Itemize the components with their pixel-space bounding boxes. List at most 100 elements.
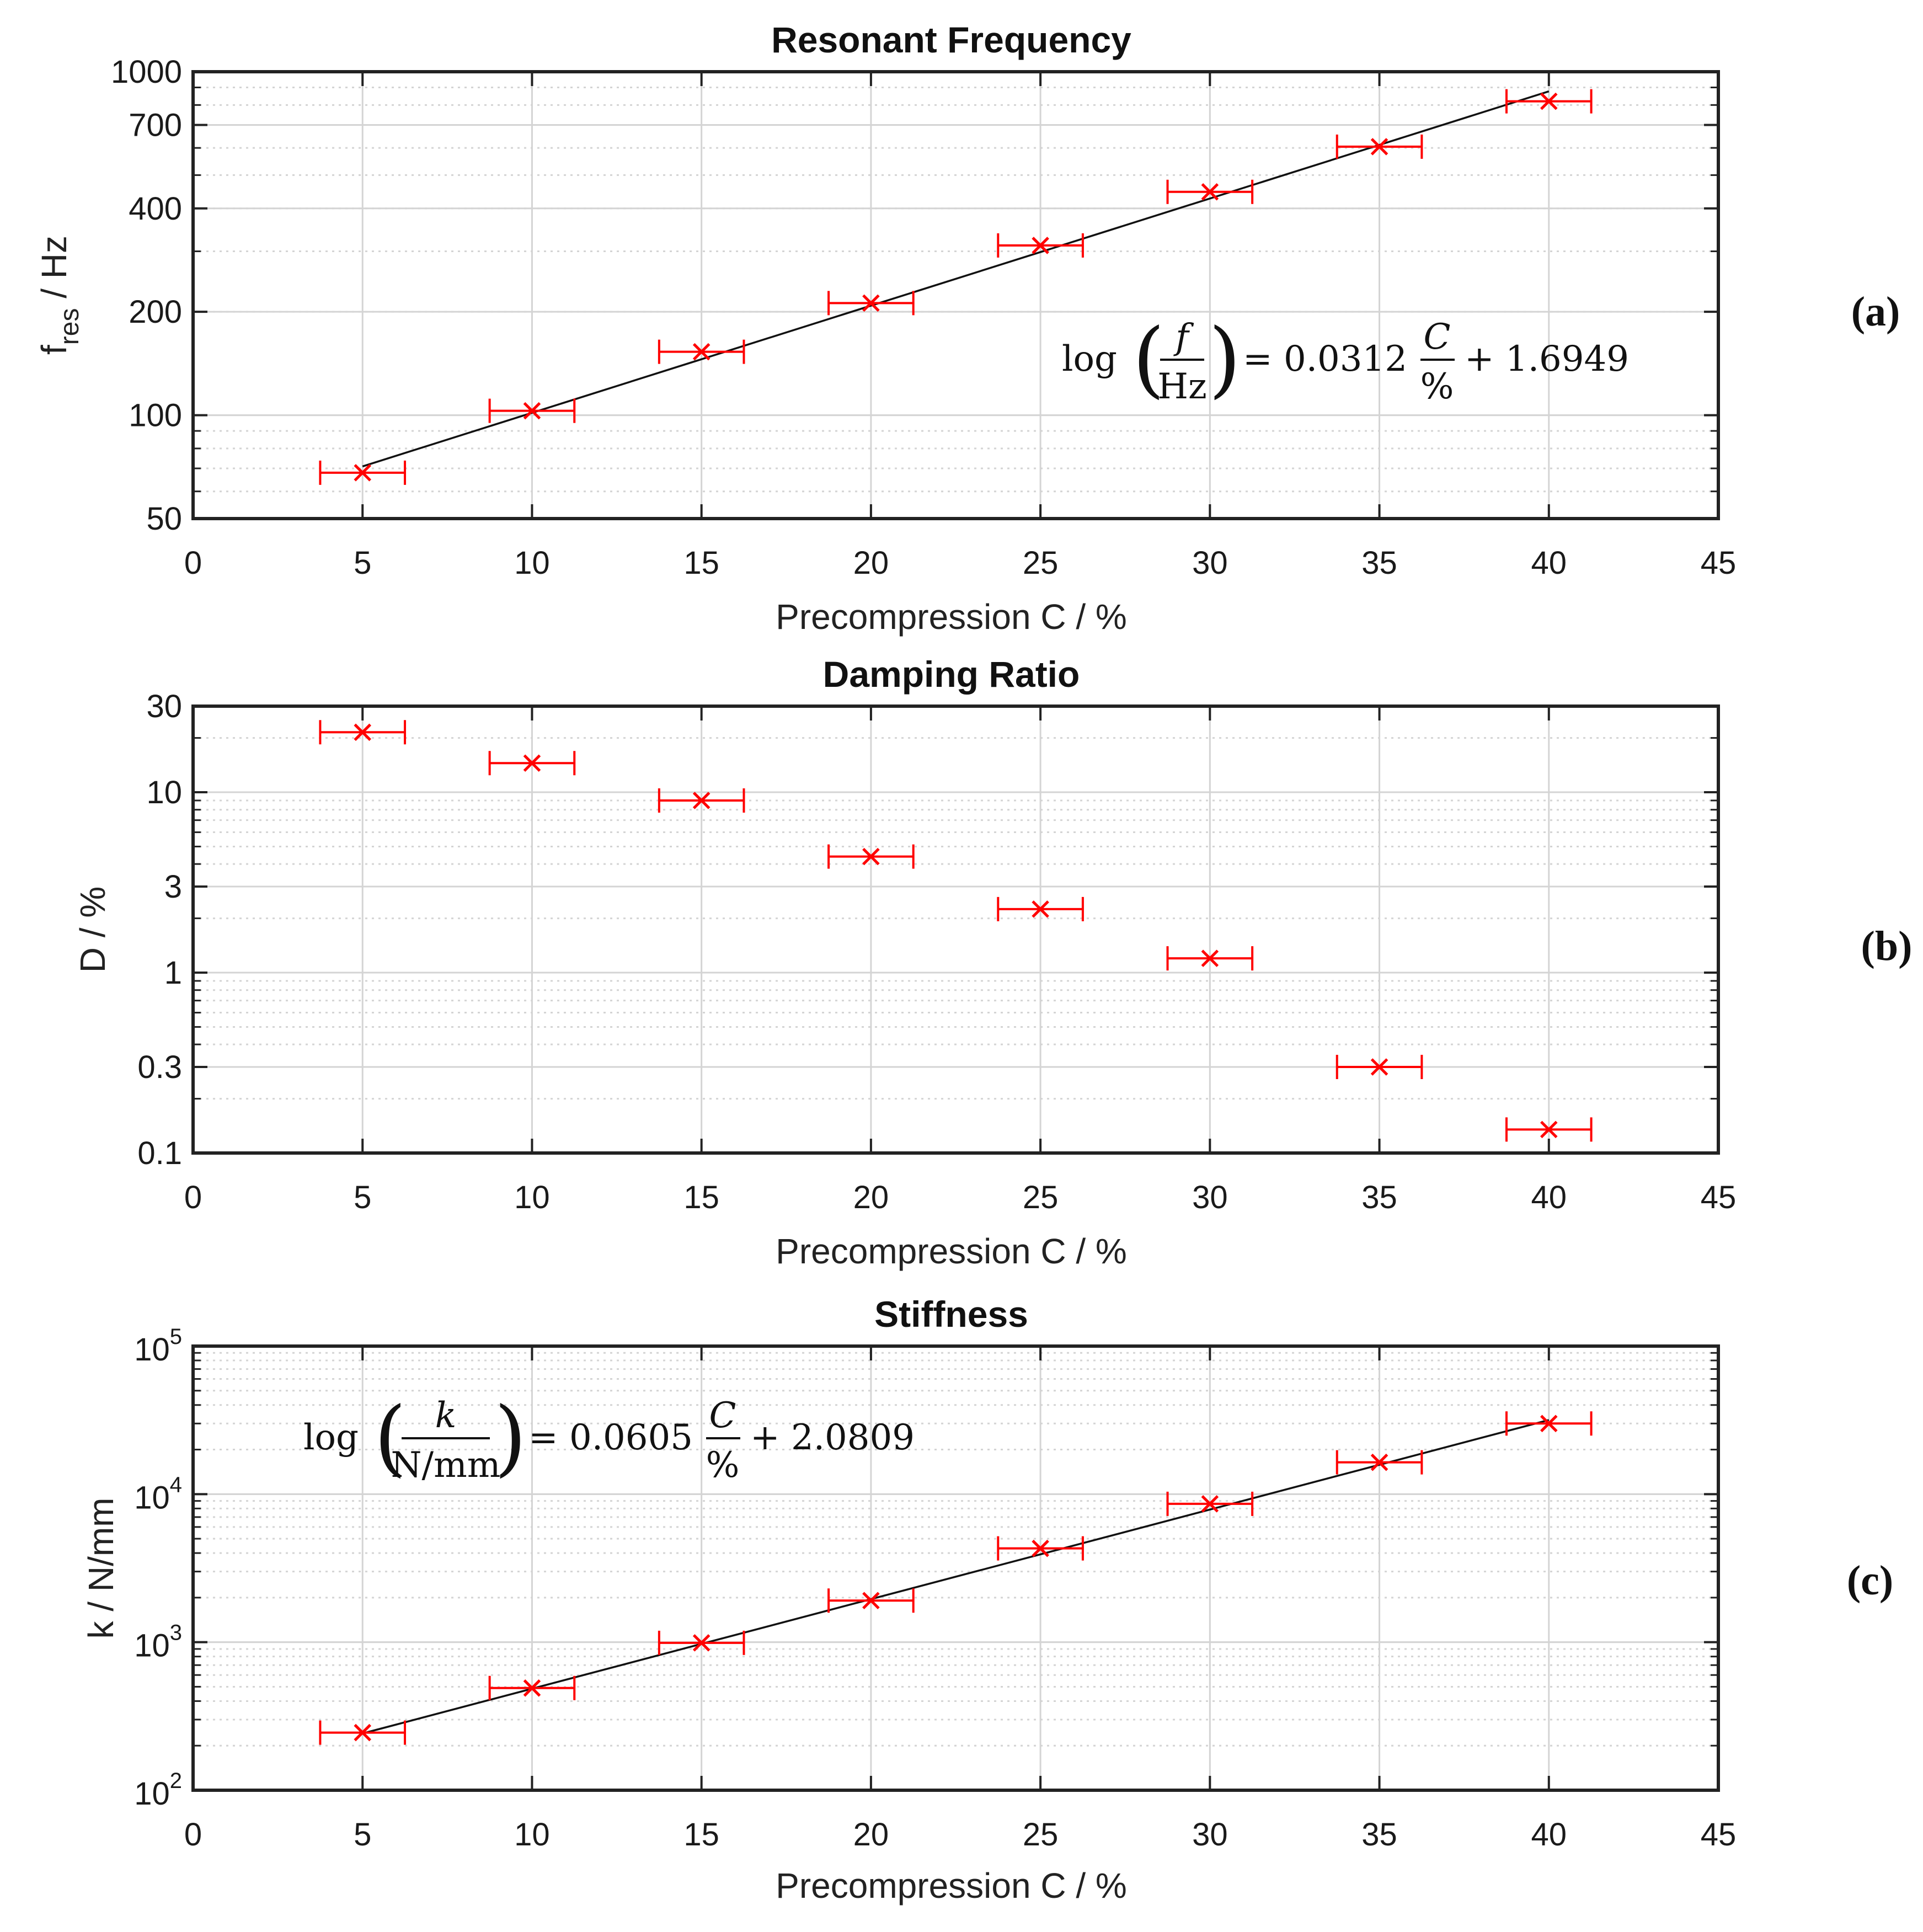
- y-tick-label: 1000: [111, 54, 182, 90]
- data-points: [319, 89, 1593, 485]
- panel-b: 0 5 10 15 20 25 30 35 40 45 0.1 0.3 1 3 10 30 Damping Ra…: [73, 654, 1912, 1271]
- data-point: [319, 1720, 407, 1745]
- data-point: [1336, 1054, 1423, 1079]
- y-tick-label: 30: [146, 689, 182, 724]
- y-label-main: f: [34, 345, 74, 355]
- y-tick-label: 0.1: [137, 1135, 182, 1171]
- marker-x: [1540, 1415, 1558, 1433]
- equation-part: + 2.0809: [750, 1417, 915, 1458]
- y-tick-label: 50: [146, 501, 182, 537]
- y-tick-exp: 5: [170, 1325, 182, 1349]
- x-tick-label: 25: [1023, 1180, 1059, 1215]
- marker-x: [523, 1679, 541, 1697]
- marker-x: [523, 754, 541, 772]
- x-tick-label: 5: [354, 545, 371, 581]
- equation-paren: ): [494, 1390, 527, 1486]
- data-points: [319, 720, 1593, 1142]
- y-axis-label: k / N/mm: [81, 1498, 121, 1639]
- marker-x: [692, 792, 711, 809]
- data-points: [319, 1411, 1593, 1745]
- fit-line: [362, 1419, 1550, 1734]
- x-tick-label: 45: [1701, 1180, 1737, 1215]
- chart-title: Resonant Frequency: [771, 19, 1131, 60]
- x-axis-label: Precompression C / %: [776, 597, 1127, 637]
- y-tick-label: 103: [134, 1621, 182, 1664]
- x-tick-label: 10: [514, 1817, 550, 1853]
- equation-paren: (: [1133, 311, 1165, 407]
- y-tick-label: 3: [164, 869, 182, 905]
- marker-x: [692, 343, 711, 361]
- data-point: [658, 788, 745, 813]
- equation-part: log: [1062, 339, 1117, 380]
- x-tick-label: 30: [1192, 545, 1228, 581]
- marker-x: [1370, 138, 1388, 156]
- data-point: [827, 1588, 915, 1613]
- y-tick-base: 10: [134, 1776, 170, 1812]
- equation-part: + 1.6949: [1465, 339, 1629, 380]
- y-axis-label: D / %: [73, 887, 113, 973]
- y-tick-exp: 4: [170, 1472, 182, 1497]
- x-tick-label: 5: [354, 1180, 371, 1215]
- x-tick-label: 40: [1531, 1817, 1567, 1853]
- equation-part: k: [435, 1395, 457, 1436]
- data-point: [319, 460, 407, 485]
- data-point: [1505, 1117, 1593, 1142]
- data-point: [1505, 89, 1593, 114]
- equation-part: %: [1420, 366, 1454, 407]
- marker-x: [1370, 1058, 1388, 1076]
- equation-part: %: [706, 1445, 740, 1486]
- x-axis-label: Precompression C / %: [776, 1231, 1127, 1271]
- y-label-main: k / N/mm: [81, 1498, 121, 1639]
- marker-x: [1032, 237, 1049, 254]
- chart-title: Stiffness: [874, 1294, 1028, 1335]
- axes-box: [191, 70, 1720, 520]
- y-tick-label: 104: [134, 1472, 182, 1515]
- panel-label: (a): [1851, 289, 1900, 335]
- y-tick-label: 700: [129, 107, 182, 143]
- marker-x: [1201, 949, 1219, 967]
- x-tick-label: 30: [1192, 1180, 1228, 1215]
- panel-a: 0 5 10 15 20 25 30 35 40 45 50 100 200 400 700 1000 Reso…: [34, 19, 1900, 637]
- x-tick-label: 15: [683, 1817, 719, 1853]
- marker-x: [1201, 183, 1219, 201]
- equation-part: Hz: [1157, 366, 1207, 407]
- x-tick-label: 0: [184, 1180, 202, 1215]
- plot-area: [193, 1346, 1718, 1790]
- x-tick-label: 35: [1361, 1817, 1397, 1853]
- data-point: [997, 233, 1084, 258]
- x-axis-label: Precompression C / %: [776, 1866, 1127, 1906]
- plot-area: [193, 706, 1718, 1153]
- data-point: [1336, 134, 1423, 159]
- equation-part: = 0.0605: [528, 1417, 693, 1458]
- data-point: [488, 751, 576, 776]
- y-tick-exp: 3: [170, 1621, 182, 1645]
- marker-x: [862, 1592, 880, 1610]
- plot-area: [193, 72, 1718, 519]
- marker-x: [1370, 1453, 1388, 1471]
- marker-x: [523, 402, 541, 420]
- x-tick-label: 45: [1701, 1817, 1737, 1853]
- x-tick-label: 15: [683, 1180, 719, 1215]
- equation-paren: (: [374, 1390, 407, 1486]
- data-point: [658, 1630, 745, 1655]
- y-tick-label: 105: [134, 1325, 182, 1368]
- x-tick-label: 20: [853, 545, 889, 581]
- data-point: [1166, 179, 1254, 204]
- x-tick-label: 5: [354, 1817, 371, 1853]
- data-point: [1166, 1491, 1254, 1516]
- panel-label: (b): [1861, 923, 1913, 969]
- x-tick-label: 25: [1023, 1817, 1059, 1853]
- y-tick-base: 10: [134, 1332, 170, 1368]
- data-point: [658, 339, 745, 364]
- marker-x: [1032, 900, 1049, 918]
- marker-x: [862, 294, 880, 312]
- y-label-sub: res: [55, 308, 84, 345]
- x-tick-label: 35: [1361, 545, 1397, 581]
- marker-x: [1032, 1539, 1049, 1557]
- panel-label: (c): [1847, 1557, 1893, 1604]
- data-point: [997, 896, 1084, 921]
- data-point: [319, 720, 407, 745]
- x-tick-label: 40: [1531, 1180, 1567, 1215]
- data-point: [488, 1675, 576, 1700]
